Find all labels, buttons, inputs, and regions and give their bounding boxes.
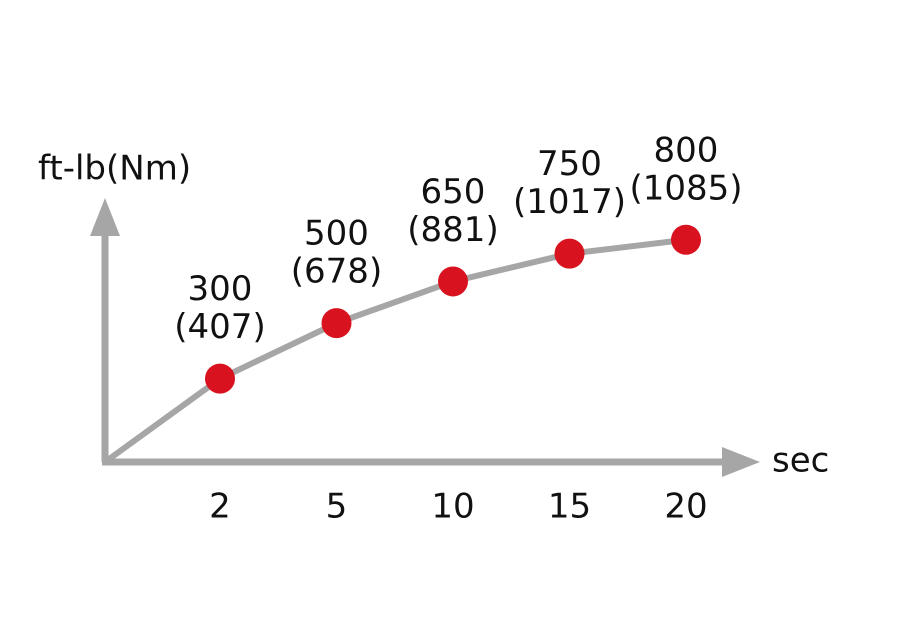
value-label: 800 <box>654 130 719 170</box>
lead-in <box>103 376 222 465</box>
point <box>438 266 468 297</box>
y-axis-label: ft-lb(Nm) <box>38 149 191 189</box>
point <box>554 238 585 269</box>
nm-label: (1017) <box>513 182 626 222</box>
x-tick-label: 5 <box>326 487 348 527</box>
x-tick-label: 2 <box>209 487 231 527</box>
nm-label: (407) <box>174 307 265 347</box>
value-label: 500 <box>304 214 369 254</box>
x-axis-label: sec <box>772 441 829 481</box>
nm-label: (1085) <box>629 168 742 208</box>
x-axis-arrow <box>722 447 760 477</box>
nm-label: (881) <box>407 210 498 250</box>
point <box>321 308 352 339</box>
point <box>205 363 235 394</box>
value-label: 650 <box>421 172 486 212</box>
value-label: 300 <box>188 269 253 309</box>
axes <box>90 198 760 477</box>
y-axis-arrow <box>90 198 120 236</box>
value-label: 750 <box>537 144 602 184</box>
x-tick-label: 15 <box>548 487 591 527</box>
point <box>671 224 701 255</box>
x-tick-label: 10 <box>431 487 474 527</box>
x-tick-label: 20 <box>664 487 707 527</box>
nm-label: (678) <box>291 252 382 292</box>
